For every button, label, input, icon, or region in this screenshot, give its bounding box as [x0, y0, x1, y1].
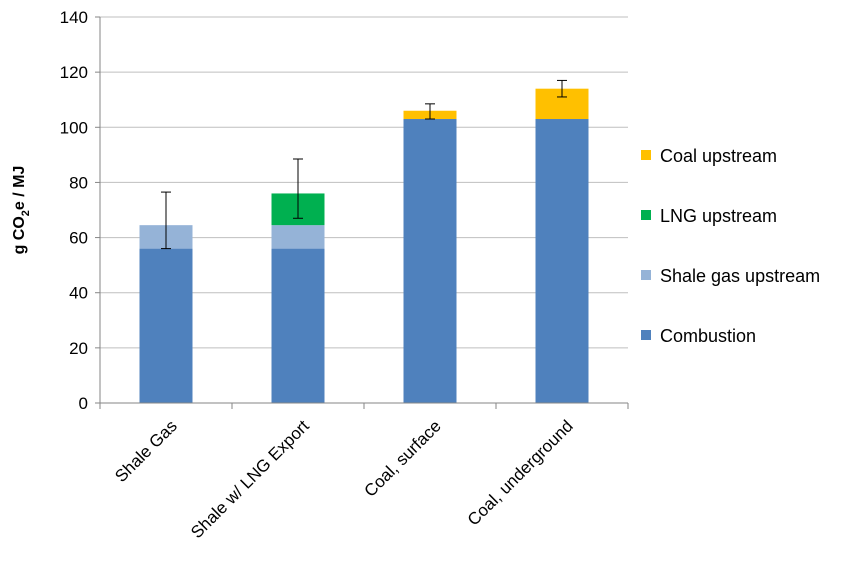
legend-label: Shale gas upstream	[660, 266, 820, 286]
legend-label: LNG upstream	[660, 206, 777, 226]
bar-segment-combustion	[535, 119, 589, 403]
legend-item: Shale gas upstream	[641, 266, 820, 286]
x-tick-label: Coal, surface	[361, 416, 445, 500]
legend-swatch	[641, 150, 651, 160]
y-tick-label: 120	[60, 63, 88, 82]
y-tick-label: 60	[69, 229, 88, 248]
y-tick-label: 140	[60, 8, 88, 27]
y-tick-label: 40	[69, 284, 88, 303]
error-bars	[161, 79, 567, 250]
legend-swatch	[641, 210, 651, 220]
y-tick-label: 100	[60, 118, 88, 137]
bar-segment-combustion	[139, 248, 193, 403]
x-axis-tick-labels: Shale Gas Shale w/ LNG Export Coal, surfac…	[111, 416, 577, 542]
y-tick-label: 20	[69, 339, 88, 358]
legend-item: LNG upstream	[641, 206, 777, 226]
legend-swatch	[641, 330, 651, 340]
y-axis-label: g CO2e / MJ	[11, 166, 32, 255]
legend-swatch	[641, 270, 651, 280]
x-tick-label: Shale w/ LNG Export	[187, 416, 313, 542]
error-bar	[161, 191, 171, 250]
error-bar	[425, 103, 435, 120]
legend: Coal upstream LNG upstream Shale gas upstr…	[641, 146, 820, 346]
error-bar	[557, 79, 567, 98]
y-tick-label: 0	[79, 394, 88, 413]
legend-item: Coal upstream	[641, 146, 777, 166]
bars	[139, 88, 589, 403]
axes	[99, 17, 629, 409]
error-bar	[293, 158, 303, 219]
legend-label: Coal upstream	[660, 146, 777, 166]
legend-item: Combustion	[641, 326, 756, 346]
bar-segment-shale-gas-upstream	[271, 225, 325, 249]
bar-segment-combustion	[403, 119, 457, 403]
x-tick-label: Coal, underground	[464, 416, 577, 529]
y-axis-ticks: 0 20 40 60 80 100 120 140	[60, 8, 100, 413]
x-tick-label: Shale Gas	[111, 416, 181, 486]
y-tick-label: 80	[69, 173, 88, 192]
legend-label: Combustion	[660, 326, 756, 346]
bar-segment-combustion	[271, 248, 325, 403]
